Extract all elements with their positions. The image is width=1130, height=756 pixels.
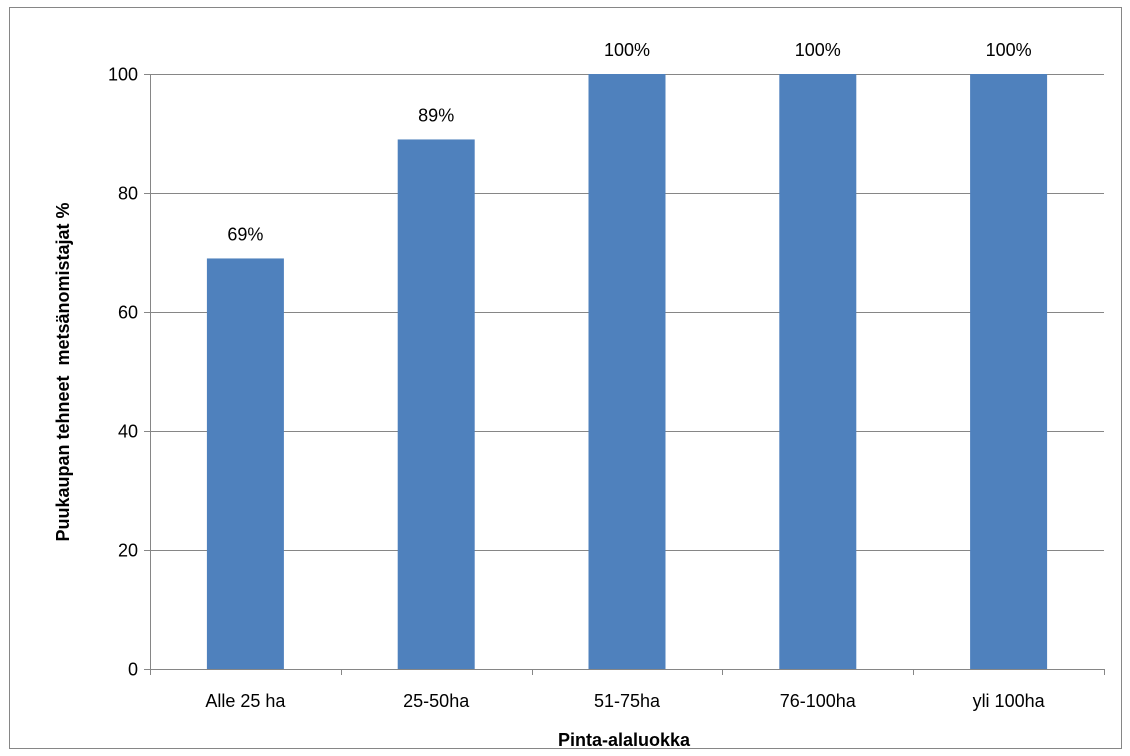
bar	[588, 74, 666, 669]
y-tick-labels: 0 20 40 60 80 100	[108, 65, 138, 680]
bar	[970, 74, 1048, 669]
data-label: 69%	[227, 224, 263, 244]
data-label: 100%	[986, 40, 1032, 60]
y-tick-label: 40	[118, 422, 138, 442]
x-tick-label: Alle 25 ha	[205, 691, 286, 711]
x-tick-label: 51-75ha	[594, 691, 661, 711]
x-tick-labels: Alle 25 ha 25-50ha 51-75ha 76-100ha yli 100h…	[205, 691, 1045, 711]
y-tick-label: 60	[118, 303, 138, 323]
x-tick-label: yli 100ha	[973, 691, 1046, 711]
bar	[397, 139, 475, 669]
y-tick-label: 20	[118, 541, 138, 561]
chart-frame	[9, 7, 1122, 749]
axes	[144, 74, 1105, 675]
y-axis-title: Puukaupan tehneet metsänomistajat %	[53, 202, 73, 541]
x-tick-label: 76-100ha	[780, 691, 857, 711]
y-tick-label: 80	[118, 184, 138, 204]
data-label: 100%	[795, 40, 841, 60]
bar	[206, 258, 284, 669]
y-tick-label: 0	[128, 660, 138, 680]
bars	[206, 74, 1048, 669]
data-label: 100%	[604, 40, 650, 60]
x-tick-label: 25-50ha	[403, 691, 470, 711]
bar	[779, 74, 857, 669]
y-tick-label: 100	[108, 65, 138, 85]
data-labels: 69% 89% 100% 100% 100%	[227, 40, 1031, 244]
x-axis-title: Pinta-alaluokka	[558, 730, 691, 750]
data-label: 89%	[418, 105, 454, 125]
